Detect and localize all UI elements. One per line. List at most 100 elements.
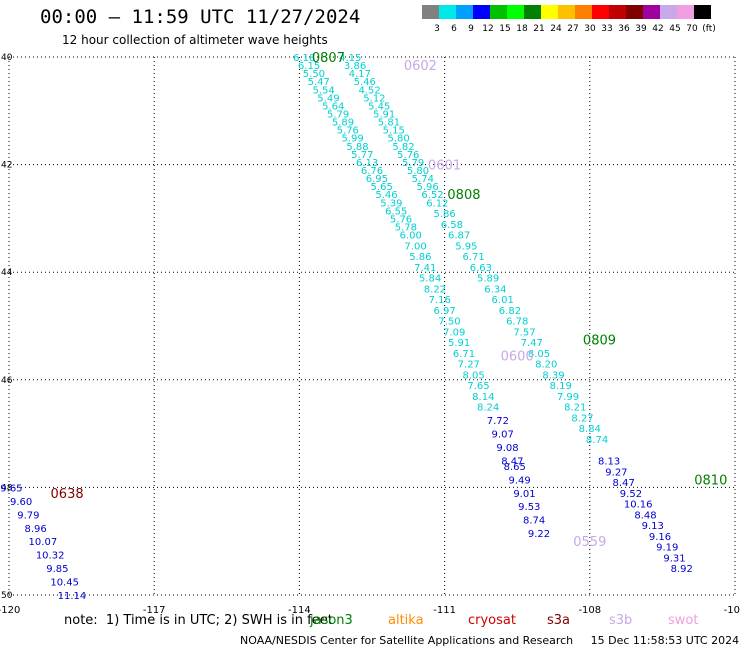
wave-height-value: 3.86	[344, 61, 366, 72]
wave-height-value: 7.99	[557, 392, 579, 403]
wave-height-value: 5.76	[390, 214, 412, 225]
wave-height-value: 8.47	[613, 478, 635, 489]
colorbar-swatch	[541, 5, 558, 19]
wave-height-value: 6.12	[426, 198, 448, 209]
colorbar-label: 30	[584, 24, 596, 34]
wave-height-value: 8.39	[542, 370, 564, 381]
wave-height-value: 5.89	[477, 274, 499, 285]
wave-height-value: 10.45	[50, 578, 79, 589]
wave-height-value: 7.57	[513, 327, 535, 338]
wave-height-value: 9.01	[513, 489, 535, 500]
wave-height-value: 6.63	[470, 263, 492, 274]
y-tick-label: 44	[1, 268, 13, 278]
wave-height-value: 5.46	[375, 190, 397, 201]
colorbar-swatch	[524, 5, 541, 19]
wave-height-value: 6.78	[506, 317, 528, 328]
wave-height-value: 6.76	[361, 166, 383, 177]
wave-height-value: 5.96	[417, 182, 439, 193]
y-tick-label: 42	[1, 161, 12, 171]
wave-height-value: 7.72	[487, 416, 509, 427]
colorbar-label: 6	[451, 24, 457, 34]
credit-line: NOAA/NESDIS Center for Satellite Applica…	[240, 634, 740, 647]
wave-height-value: 8.65	[504, 462, 526, 473]
wave-height-value: 7.50	[438, 317, 460, 328]
wave-height-value: 8.24	[477, 403, 499, 414]
wave-height-value: 5.77	[351, 150, 373, 161]
wave-height-value: 8.05	[528, 349, 550, 360]
wave-height-value: 6.58	[441, 220, 463, 231]
colorbar-swatch	[473, 5, 490, 19]
wave-height-value: 6.01	[492, 295, 514, 306]
colorbar-swatch	[456, 5, 473, 19]
wave-height-value: 9.52	[620, 489, 642, 500]
wave-height-value: 5.45	[368, 101, 390, 112]
wave-height-value: 8.05	[463, 370, 485, 381]
wave-height-value: 10.07	[29, 537, 58, 548]
wave-height-value: 5.88	[346, 142, 368, 153]
wave-height-value: 8.84	[579, 424, 601, 435]
wave-height-value: 5.76	[397, 150, 419, 161]
wave-height-value: 4.15	[339, 53, 361, 64]
wave-height-value: 5.81	[378, 118, 400, 129]
wave-height-value: 6.87	[448, 231, 470, 242]
pass-time-label: 0600	[501, 350, 534, 365]
x-tick-label: -120	[0, 605, 20, 616]
colorbar-label: 24	[550, 24, 562, 34]
wave-height-value: 5.84	[419, 274, 441, 285]
colorbar-swatch	[490, 5, 507, 19]
y-tick-label: 48	[1, 483, 13, 493]
colorbar-swatch	[439, 5, 456, 19]
wave-height-value: 5.82	[392, 142, 414, 153]
colorbar-swatch	[677, 5, 694, 19]
colorbar-swatch	[694, 5, 711, 19]
wave-height-value: 8.92	[671, 564, 693, 575]
wave-height-value: 9.31	[663, 553, 685, 564]
wave-height-value: 5.80	[407, 166, 429, 177]
wave-height-value: 8.14	[472, 392, 494, 403]
colorbar-swatch	[422, 5, 439, 19]
wave-height-value: 9.27	[605, 467, 627, 478]
wave-height-value: 5.49	[317, 93, 339, 104]
colorbar-label: 70	[686, 24, 698, 34]
chart-subtitle: 12 hour collection of altimeter wave hei…	[62, 33, 328, 47]
wave-height-value: 9.79	[17, 510, 39, 521]
colorbar-swatch	[558, 5, 575, 19]
wave-height-value: 7.27	[458, 360, 480, 371]
pass-time-label: 0601	[428, 159, 461, 174]
pass-time-label: 0807	[312, 51, 345, 66]
colorbar-label: 45	[669, 24, 680, 34]
colorbar-label: 33	[601, 24, 612, 34]
wave-height-value: 5.79	[327, 109, 349, 120]
wave-height-value: 6.18	[293, 53, 315, 64]
colorbar-label: 21	[533, 24, 544, 34]
wave-height-value: 5.74	[412, 174, 434, 185]
wave-height-value: 5.80	[387, 134, 409, 145]
wave-height-value: 8.21	[564, 403, 586, 414]
wave-height-value: 6.52	[421, 190, 443, 201]
wave-height-value: 7.16	[429, 295, 451, 306]
colorbar-label: 42	[652, 24, 663, 34]
wave-height-value: 6.34	[484, 284, 506, 295]
wave-height-value: 5.65	[371, 182, 393, 193]
wave-height-value: 10.32	[36, 551, 65, 562]
x-tick-label: -108	[578, 605, 601, 616]
wave-height-value: 6.13	[356, 158, 378, 169]
wave-height-value: 5.12	[363, 93, 385, 104]
colorbar-label: 15	[499, 24, 510, 34]
wave-height-value: 5.91	[373, 109, 395, 120]
wave-height-value: 8.96	[24, 524, 46, 535]
pass-time-label: 0810	[694, 473, 727, 488]
wave-height-value: 4.17	[349, 69, 371, 80]
wave-height-value: 5.50	[303, 69, 325, 80]
satellite-label-jason3: jason3	[310, 613, 353, 628]
colorbar-label: 36	[618, 24, 630, 34]
colorbar-swatch	[575, 5, 592, 19]
wave-height-value: 7.00	[404, 241, 426, 252]
wave-height-value: 8.27	[571, 413, 593, 424]
colorbar-legend: 3 6 9 12 15 18 21 24 27 30 33 36 39 42 45 70 (ft)	[422, 5, 716, 34]
wave-height-value: 9.85	[46, 564, 68, 575]
wave-height-value: 9.22	[528, 529, 550, 540]
y-tick-label: 50	[1, 591, 13, 601]
wave-height-value: 9.07	[492, 430, 514, 441]
